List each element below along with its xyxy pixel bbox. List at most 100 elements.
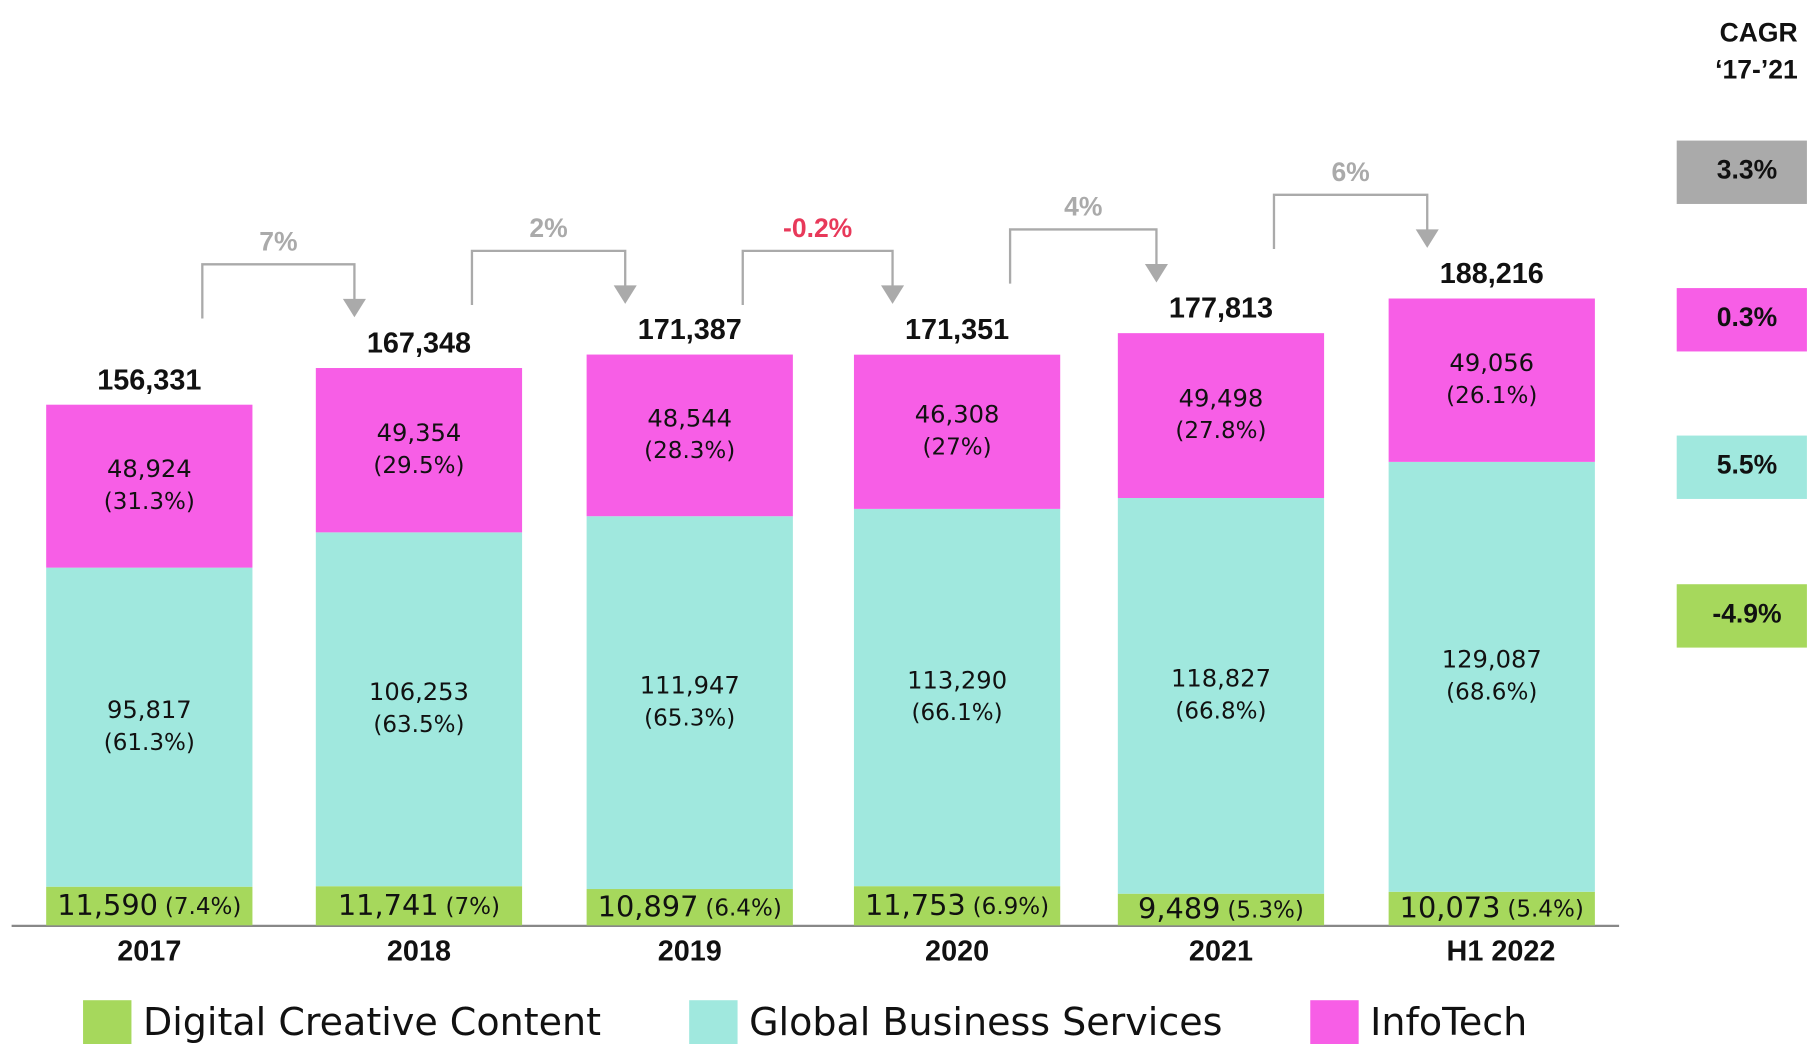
segment-label: 49,056 <box>1449 349 1534 377</box>
arrow-head <box>613 285 637 304</box>
segment-share: (5.3%) <box>1227 897 1303 923</box>
total-label: 167,348 <box>367 328 471 360</box>
cagr-label: 0.3% <box>1717 302 1777 332</box>
bar-segment <box>315 886 523 926</box>
bar-segment <box>1388 298 1595 462</box>
segment-share: (27.8%) <box>1175 418 1266 444</box>
segment-share: (66.8%) <box>1175 698 1266 724</box>
growth-label: 4% <box>1064 192 1102 222</box>
segment-label: 46,308 <box>915 401 1000 429</box>
cagr-period: ‘17-’21 <box>1715 54 1798 84</box>
segment-label: 49,498 <box>1179 384 1264 412</box>
bar-segment <box>315 368 523 533</box>
bar-segment <box>1388 891 1595 926</box>
x-tick-label: 2017 <box>117 936 181 968</box>
segment-label: 9,489 (5.3%) <box>1138 892 1304 926</box>
growth-arrow <box>1008 228 1158 284</box>
segment-share: (27%) <box>922 434 991 460</box>
legend-label: InfoTech <box>1370 1000 1527 1044</box>
segment-share: (66.1%) <box>912 700 1003 726</box>
segment-label: 111,947 <box>640 671 740 699</box>
arrow-head <box>342 298 366 318</box>
segment-label: 10,073 (5.4%) <box>1400 891 1584 925</box>
cagr-box <box>1676 140 1807 204</box>
segment-label: 106,253 <box>369 678 469 706</box>
segment-share: (28.3%) <box>644 438 735 464</box>
legend-label: Global Business Services <box>749 1000 1222 1044</box>
bar-segment <box>586 354 793 517</box>
legend-swatch <box>1310 1000 1359 1044</box>
growth-label: 2% <box>529 213 567 243</box>
segment-share: (5.4%) <box>1507 896 1583 922</box>
cagr-title: CAGR <box>1720 18 1798 48</box>
total-label: 171,351 <box>905 314 1009 346</box>
x-tick-label: H1 2022 <box>1447 936 1556 968</box>
bar-segment <box>853 886 1061 926</box>
cagr-box <box>1676 288 1807 352</box>
total-label: 171,387 <box>638 314 742 346</box>
segment-share: (31.3%) <box>104 489 195 515</box>
growth-arrow <box>470 249 627 306</box>
x-tick-label: 2018 <box>387 936 451 968</box>
legend-swatch <box>689 1000 738 1044</box>
segment-label: 49,354 <box>377 419 462 447</box>
x-tick-label: 2020 <box>925 936 989 968</box>
arrow-head <box>1144 264 1168 283</box>
segment-share: (7.4%) <box>165 894 241 920</box>
segment-share: (6.4%) <box>705 895 781 921</box>
bar-segment <box>46 567 253 887</box>
bar-segment <box>315 532 523 887</box>
segment-value: 11,753 <box>865 888 966 922</box>
legend-label: Digital Creative Content <box>143 1000 601 1044</box>
growth-label: 7% <box>259 227 297 257</box>
growth-arrow <box>201 263 356 319</box>
segment-label: 48,544 <box>647 404 732 432</box>
segment-share: (68.6%) <box>1446 679 1537 705</box>
segment-share: (6.9%) <box>973 893 1049 919</box>
bar-segment <box>853 508 1061 887</box>
segment-value: 11,741 <box>338 888 439 922</box>
segment-value: 10,073 <box>1400 891 1501 925</box>
bar-segment <box>1117 333 1325 498</box>
bar-segment <box>1388 461 1595 892</box>
growth-arrow <box>741 249 894 306</box>
segment-value: 10,897 <box>598 889 699 923</box>
cagr-label: 5.5% <box>1717 450 1777 480</box>
bar-segment <box>853 354 1061 509</box>
growth-arrow <box>1272 193 1429 249</box>
segment-share: (26.1%) <box>1446 383 1537 409</box>
bar-segment <box>46 886 253 926</box>
cagr-label: 3.3% <box>1717 155 1777 185</box>
cagr-box <box>1676 584 1807 648</box>
total-label: 156,331 <box>97 364 201 396</box>
segment-share: (29.5%) <box>373 453 464 479</box>
segment-label: 129,087 <box>1442 646 1542 674</box>
bar-segment <box>1117 497 1325 894</box>
segment-label: 11,753 (6.9%) <box>865 888 1049 922</box>
total-label: 177,813 <box>1169 293 1273 325</box>
cagr-box <box>1676 435 1807 499</box>
segment-share: (61.3%) <box>104 730 195 756</box>
x-tick-label: 2019 <box>658 936 722 968</box>
x-tick-label: 2021 <box>1189 936 1253 968</box>
segment-label: 95,817 <box>107 696 192 724</box>
segment-value: 9,489 <box>1138 892 1220 926</box>
bar-segment <box>1117 893 1325 926</box>
total-label: 188,216 <box>1440 258 1544 290</box>
bar-segment <box>586 516 793 890</box>
arrow-head <box>1415 229 1439 248</box>
segment-label: 11,741 (7%) <box>338 888 500 922</box>
cagr-label: -4.9% <box>1712 598 1781 628</box>
segment-label: 10,897 (6.4%) <box>598 889 782 923</box>
segment-label: 113,290 <box>907 666 1007 694</box>
segment-label: 118,827 <box>1171 665 1271 693</box>
segment-share: (65.3%) <box>644 705 735 731</box>
segment-label: 48,924 <box>107 455 192 483</box>
segment-value: 11,590 <box>57 888 158 922</box>
growth-label: 6% <box>1331 157 1369 187</box>
segment-share: (63.5%) <box>373 712 464 738</box>
segment-label: 11,590 (7.4%) <box>57 888 241 922</box>
legend-swatch <box>83 1000 132 1044</box>
